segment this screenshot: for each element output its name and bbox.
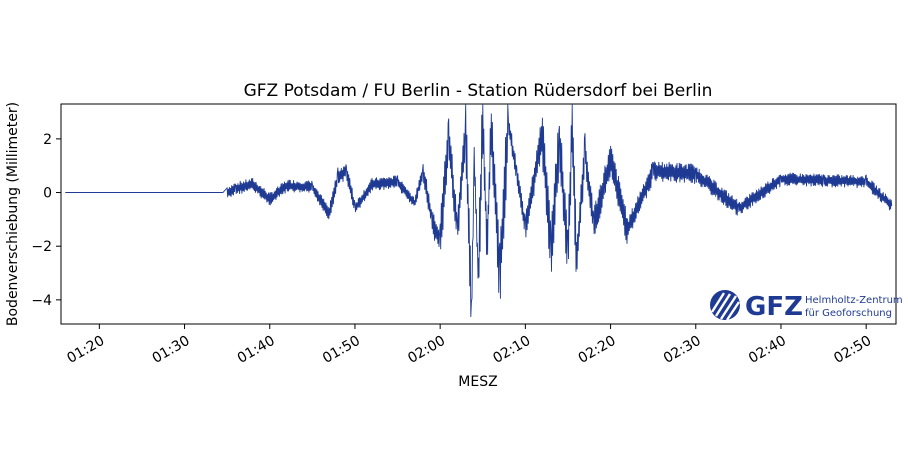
y-tick-label: −2 (31, 239, 52, 255)
trace-group (65, 103, 893, 318)
seismogram-trace (65, 103, 893, 318)
x-tick-label: 01:50 (320, 333, 363, 367)
y-axis-label: Bodenverschiebung (Millimeter) (5, 102, 21, 326)
gfz-logo: GFZ Helmholtz-Zentrum für Geoforschung (710, 290, 903, 322)
y-axis: 2 0 −2 −4 (31, 132, 61, 309)
x-tick-label: 02:50 (831, 333, 874, 367)
plot-frame (60, 103, 897, 325)
x-tick-label: 02:40 (746, 333, 789, 367)
x-tick-label: 01:20 (64, 333, 107, 367)
gfz-logo-line2: für Geoforschung (805, 308, 892, 319)
gfz-logo-line1: Helmholtz-Zentrum (805, 295, 903, 306)
chart-title: GFZ Potsdam / FU Berlin - Station Rüders… (244, 81, 713, 101)
x-tick-label: 01:30 (150, 333, 193, 367)
x-tick-label: 01:40 (235, 333, 278, 367)
x-tick-label: 02:00 (405, 333, 448, 367)
x-axis-label: MESZ (458, 374, 497, 390)
x-tick-label: 02:10 (490, 333, 533, 367)
plot-area (60, 103, 897, 325)
gfz-globe-icon (710, 290, 740, 321)
x-tick-label: 02:30 (661, 333, 704, 367)
y-tick-label: −4 (31, 293, 52, 309)
gfz-logo-wordmark: GFZ (745, 292, 803, 322)
y-tick-label: 2 (43, 132, 52, 148)
y-tick-label: 0 (43, 186, 52, 202)
x-tick-label: 02:20 (576, 333, 619, 367)
x-axis: 01:20 01:30 01:40 01:50 02:00 02:10 02:20 02:30… (64, 324, 874, 367)
